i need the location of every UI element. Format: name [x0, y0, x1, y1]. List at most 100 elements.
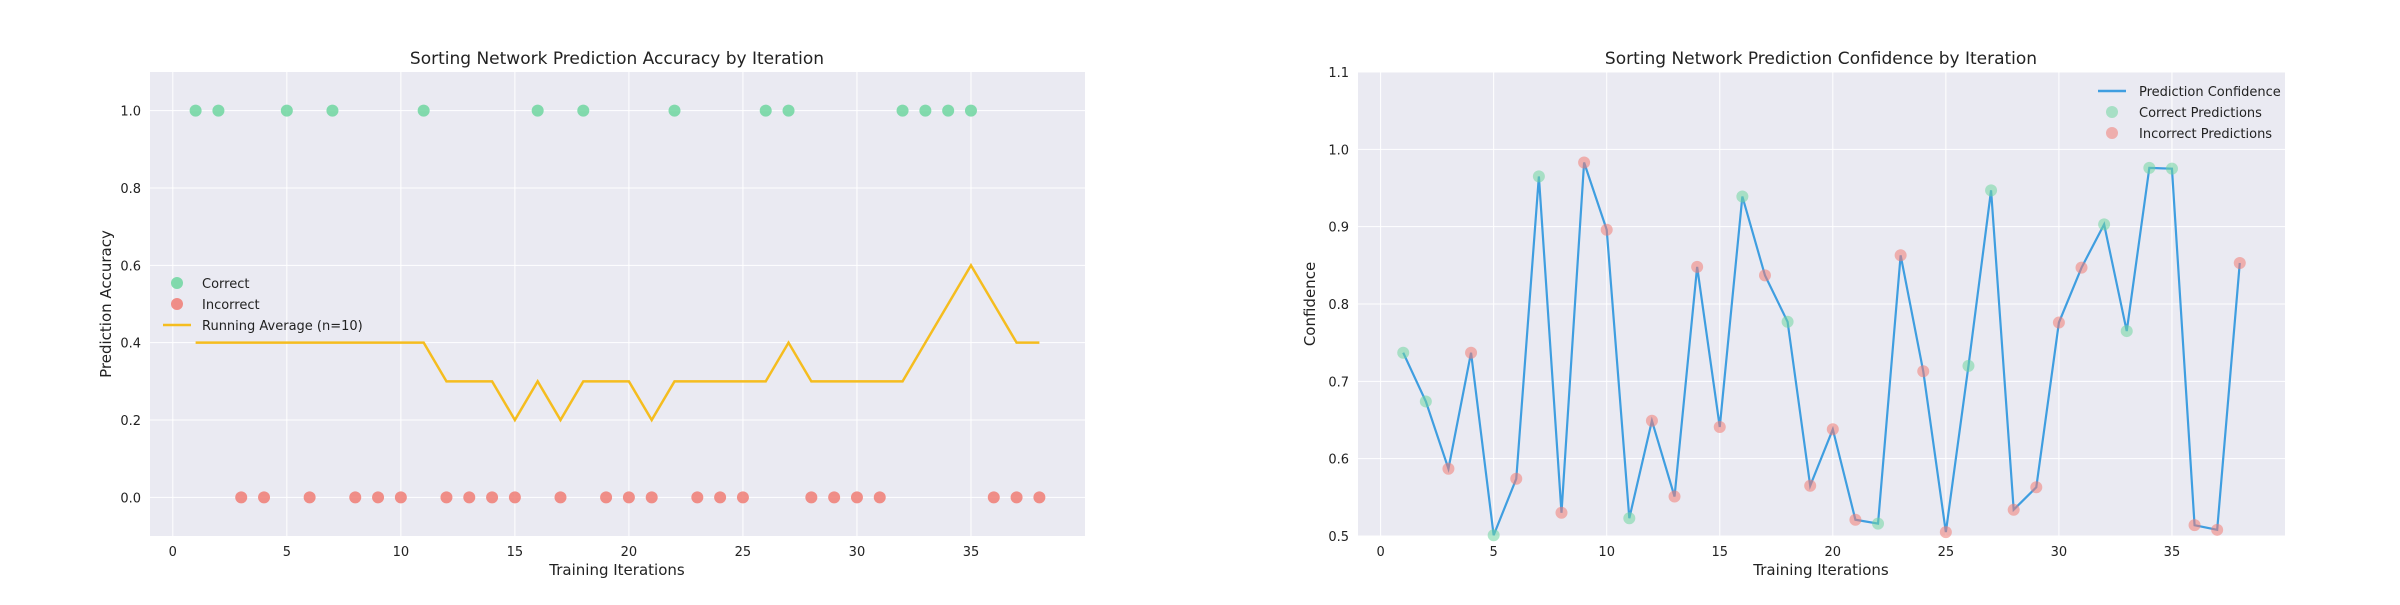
correct-point [942, 104, 955, 117]
incorrect-prediction-point [1804, 479, 1817, 492]
accuracy-y-tick-label: 0.6 [120, 259, 141, 274]
incorrect-prediction-point [1645, 414, 1658, 427]
incorrect-point [394, 491, 407, 504]
incorrect-prediction-point [1600, 223, 1613, 236]
running-average-line [195, 262, 1040, 423]
confidence-x-tick-label: 15 [1711, 545, 1728, 560]
incorrect-prediction-point [1758, 269, 1771, 282]
accuracy-y-tick-label: 0.0 [120, 491, 141, 506]
correct-point [782, 104, 795, 117]
correct-prediction-point [2165, 162, 2178, 175]
accuracy-chart: 0 5 10 15 20 25 30 35 0.0 0.2 0.4 0.6 0.8 1.0 Sorting… [97, 49, 1085, 579]
correct-point [919, 104, 932, 117]
correct-point [189, 104, 202, 117]
accuracy-y-tick-label: 1.0 [120, 105, 141, 120]
confidence-tick-labels: 0 5 10 15 20 25 30 35 0.5 0.6 0.7 0.8 0.9 1.0 1.1 [1328, 66, 2180, 560]
incorrect-point [736, 491, 749, 504]
legend-incorrect-predictions-label: Incorrect Predictions [2139, 127, 2272, 142]
correct-point [896, 104, 909, 117]
accuracy-x-tick-label: 10 [393, 545, 410, 560]
incorrect-point [828, 491, 841, 504]
incorrect-prediction-point [2075, 261, 2088, 274]
accuracy-x-tick-label: 5 [283, 545, 291, 560]
incorrect-point [645, 491, 658, 504]
incorrect-prediction-point [1849, 513, 1862, 526]
incorrect-point [850, 491, 863, 504]
incorrect-prediction-point [1555, 506, 1568, 519]
incorrect-prediction-point [1442, 462, 1455, 475]
confidence-x-tick-label: 20 [1825, 545, 1842, 560]
confidence-marks [1397, 156, 2246, 542]
accuracy-x-axis-label: Training Iterations [548, 561, 685, 579]
incorrect-point [486, 491, 499, 504]
incorrect-prediction-point [1894, 249, 1907, 262]
confidence-x-tick-label: 10 [1598, 545, 1615, 560]
accuracy-x-tick-label: 15 [507, 545, 524, 560]
correct-prediction-point [1419, 395, 1432, 408]
confidence-x-tick-label: 35 [2164, 545, 2181, 560]
correct-prediction-point [1397, 346, 1410, 359]
incorrect-prediction-point [2052, 316, 2065, 329]
confidence-line [1402, 162, 2241, 536]
confidence-y-tick-label: 0.7 [1328, 375, 1349, 390]
accuracy-chart-title: Sorting Network Prediction Accuracy by I… [410, 49, 824, 69]
legend-incorrect-predictions-marker [2106, 127, 2118, 139]
correct-point [964, 104, 977, 117]
incorrect-prediction-point [2030, 481, 2043, 494]
incorrect-point [554, 491, 567, 504]
incorrect-point [372, 491, 385, 504]
accuracy-x-tick-label: 20 [621, 545, 638, 560]
incorrect-prediction-point [1510, 472, 1523, 485]
legend-correct-marker [171, 277, 183, 289]
incorrect-point [805, 491, 818, 504]
confidence-y-axis-label: Confidence [1301, 262, 1319, 346]
correct-prediction-point [2120, 325, 2133, 338]
accuracy-y-tick-label: 0.4 [120, 337, 141, 352]
confidence-x-tick-label: 30 [2051, 545, 2068, 560]
incorrect-point [235, 491, 248, 504]
confidence-y-tick-label: 0.8 [1328, 298, 1349, 313]
accuracy-y-tick-label: 0.2 [120, 414, 141, 429]
confidence-x-tick-label: 25 [1938, 545, 1955, 560]
confidence-y-tick-label: 0.6 [1328, 453, 1349, 468]
confidence-x-tick-label: 5 [1490, 545, 1498, 560]
incorrect-point [691, 491, 704, 504]
correct-point [577, 104, 590, 117]
incorrect-point [1033, 491, 1046, 504]
confidence-y-tick-label: 0.5 [1328, 530, 1349, 545]
incorrect-prediction-point [2007, 503, 2020, 516]
incorrect-point [987, 491, 1000, 504]
incorrect-prediction-point [1826, 423, 1839, 436]
incorrect-point [463, 491, 476, 504]
incorrect-prediction-point [2211, 523, 2224, 536]
correct-point [668, 104, 681, 117]
legend-correct-label: Correct [202, 277, 249, 292]
correct-point [759, 104, 772, 117]
accuracy-y-axis-label: Prediction Accuracy [97, 230, 115, 378]
legend-confidence-label: Prediction Confidence [2139, 85, 2281, 100]
correct-prediction-point [1736, 190, 1749, 203]
incorrect-prediction-point [1939, 526, 1952, 539]
incorrect-prediction-point [1713, 420, 1726, 433]
accuracy-x-tick-label: 30 [849, 545, 866, 560]
accuracy-tick-labels: 0 5 10 15 20 25 30 35 0.0 0.2 0.4 0.6 0.8 1.0 [120, 105, 979, 560]
correct-prediction-point [1781, 315, 1794, 328]
legend-running-average-label: Running Average (n=10) [202, 319, 363, 334]
confidence-chart-title: Sorting Network Prediction Confidence by… [1605, 49, 2037, 69]
accuracy-x-tick-label: 0 [169, 545, 177, 560]
correct-point [531, 104, 544, 117]
correct-point [280, 104, 293, 117]
incorrect-prediction-point [1578, 156, 1591, 169]
confidence-x-axis-label: Training Iterations [1752, 561, 1889, 579]
incorrect-point [349, 491, 362, 504]
confidence-y-tick-label: 1.1 [1328, 66, 1349, 81]
accuracy-x-tick-label: 35 [963, 545, 980, 560]
correct-prediction-point [2143, 161, 2156, 174]
incorrect-prediction-point [1668, 490, 1681, 503]
confidence-chart: 0 5 10 15 20 25 30 35 0.5 0.6 0.7 0.8 0.9 1.0 1.1 Sort… [1301, 49, 2285, 579]
legend-correct-predictions-marker [2106, 106, 2118, 118]
correct-prediction-point [1985, 184, 1998, 197]
incorrect-point [600, 491, 613, 504]
accuracy-plot-area [150, 72, 1085, 536]
accuracy-y-tick-label: 0.8 [120, 182, 141, 197]
